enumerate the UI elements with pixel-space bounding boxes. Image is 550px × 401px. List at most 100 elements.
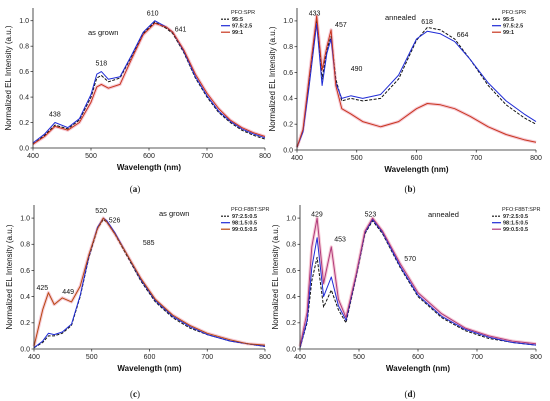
y-tick-label: 0.2: [283, 121, 293, 128]
legend-entry: 99:1: [503, 30, 514, 36]
series-line-3: [32, 22, 266, 145]
x-tick-label: 500: [85, 153, 97, 160]
series-halo: [32, 21, 266, 146]
y-tick-label: 0.8: [20, 242, 30, 249]
y-tick-label: 0.6: [19, 69, 29, 76]
y-tick-label: 0.8: [283, 44, 293, 51]
y-tick-label: 0.4: [286, 294, 296, 301]
legend-entry: 99:0.5:0.5: [232, 227, 257, 233]
panel-a: 400 500 600 700 800 0.0 0.2 0.4 0.6 0.8 1.0 Wavelen…: [4, 8, 271, 194]
x-axis-label: Wavelength (nm): [117, 364, 181, 373]
x-tick-label: 800: [530, 354, 542, 361]
x-tick-label: 400: [291, 155, 303, 162]
legend-entry: 99:1: [232, 30, 243, 36]
series-line-3: [296, 15, 537, 148]
peak-label: 457: [335, 22, 347, 29]
legend-entry: 98:1.5:0.5: [503, 221, 528, 227]
x-axis-label: Wavelength (nm): [386, 364, 450, 373]
legend-title: PFO:SPR: [231, 10, 255, 16]
condition-label: annealed: [385, 13, 416, 22]
x-tick-label: 600: [412, 354, 424, 361]
peak-label: 585: [143, 240, 155, 247]
peak-label: 523: [365, 211, 377, 218]
x-tick-label: 600: [411, 155, 423, 162]
legend-title: PFO:SPR: [502, 10, 526, 16]
y-tick-label: 0.0: [19, 145, 29, 152]
legend-entry: 97.5:2.5: [232, 24, 252, 30]
peak-label: 425: [36, 285, 48, 292]
peak-label: 438: [49, 112, 61, 119]
peak-label: 433: [309, 10, 321, 17]
y-tick-label: 0.6: [20, 268, 30, 275]
legend-title: PFO:F8BT:SPR: [502, 207, 541, 213]
y-tick-label: 1.0: [286, 215, 296, 222]
panel-caption: (a): [130, 184, 141, 194]
y-tick-label: 0.2: [20, 320, 30, 327]
series-line-2: [33, 217, 266, 349]
peak-label: 526: [109, 218, 121, 225]
x-tick-label: 800: [530, 155, 542, 162]
y-tick-label: 0.4: [20, 294, 30, 301]
peak-label: 664: [457, 32, 469, 39]
series-line-2: [296, 23, 537, 148]
y-tick-label: 0.0: [283, 147, 293, 154]
x-tick-label: 600: [144, 354, 156, 361]
x-tick-label: 700: [470, 155, 482, 162]
x-tick-label: 400: [27, 153, 39, 160]
series-line-1: [32, 21, 266, 145]
series-line-3: [33, 217, 266, 347]
peak-label: 490: [351, 66, 363, 73]
legend-entry: 97:2.5:0.5: [503, 214, 528, 220]
series-line-1: [33, 218, 266, 349]
panel-caption: (b): [404, 184, 415, 194]
series-line-1: [299, 220, 537, 348]
series-line-2: [32, 20, 266, 144]
y-tick-label: 0.6: [286, 268, 296, 275]
peak-label: 518: [95, 61, 107, 68]
y-tick-label: 1.0: [283, 18, 293, 25]
peak-label: 641: [175, 26, 187, 33]
panel-b: 400 500 600 700 800 0.0 0.2 0.4 0.6 0.8 1.0 Wavelen…: [268, 8, 542, 194]
legend-entry: 97.5:2.5: [503, 24, 523, 30]
y-tick-label: 1.0: [19, 18, 29, 25]
x-tick-label: 500: [351, 155, 363, 162]
x-axis-label: Wavelength (nm): [384, 165, 448, 174]
y-tick-label: 0.6: [283, 70, 293, 77]
peak-label: 618: [421, 19, 433, 26]
x-tick-label: 500: [353, 354, 365, 361]
panel-caption: (c): [130, 389, 140, 399]
condition-label: as grown: [159, 209, 189, 218]
legend-entry: 97:2.5:0.5: [232, 214, 257, 220]
x-tick-label: 400: [28, 354, 40, 361]
peak-label: 449: [62, 289, 74, 296]
series-line-3: [299, 217, 537, 347]
x-tick-label: 600: [143, 153, 155, 160]
legend-entry: 98:1.5:0.5: [232, 221, 257, 227]
y-axis-label: Normalized EL Intensity (a.u.): [268, 26, 277, 131]
x-tick-label: 400: [294, 354, 306, 361]
peak-label: 570: [404, 256, 416, 263]
y-tick-label: 0.8: [286, 242, 296, 249]
legend-entry: 99:0.5:0.5: [503, 227, 528, 233]
y-tick-label: 0.2: [19, 120, 29, 127]
x-tick-label: 800: [259, 153, 271, 160]
legend-entry: 95:5: [503, 17, 514, 23]
panel-caption: (d): [404, 389, 415, 399]
x-tick-label: 700: [471, 354, 483, 361]
y-tick-label: 0.4: [19, 94, 29, 101]
y-axis-label: Normalized EL Intensity (a.u.): [4, 25, 13, 130]
y-axis-label: Normalized EL Intensity (a.u.): [271, 224, 280, 329]
y-tick-label: 0.4: [283, 96, 293, 103]
peak-label: 453: [334, 236, 346, 243]
peak-label: 429: [311, 211, 323, 218]
legend-title: PFO:F8BT:SPR: [231, 207, 270, 213]
y-tick-label: 0.0: [286, 346, 296, 353]
y-tick-label: 0.2: [286, 320, 296, 327]
x-tick-label: 700: [201, 153, 213, 160]
x-tick-label: 800: [259, 354, 271, 361]
condition-label: annealed: [428, 210, 459, 219]
y-tick-label: 0.0: [20, 346, 30, 353]
x-tick-label: 700: [201, 354, 213, 361]
peak-label: 610: [147, 11, 159, 18]
